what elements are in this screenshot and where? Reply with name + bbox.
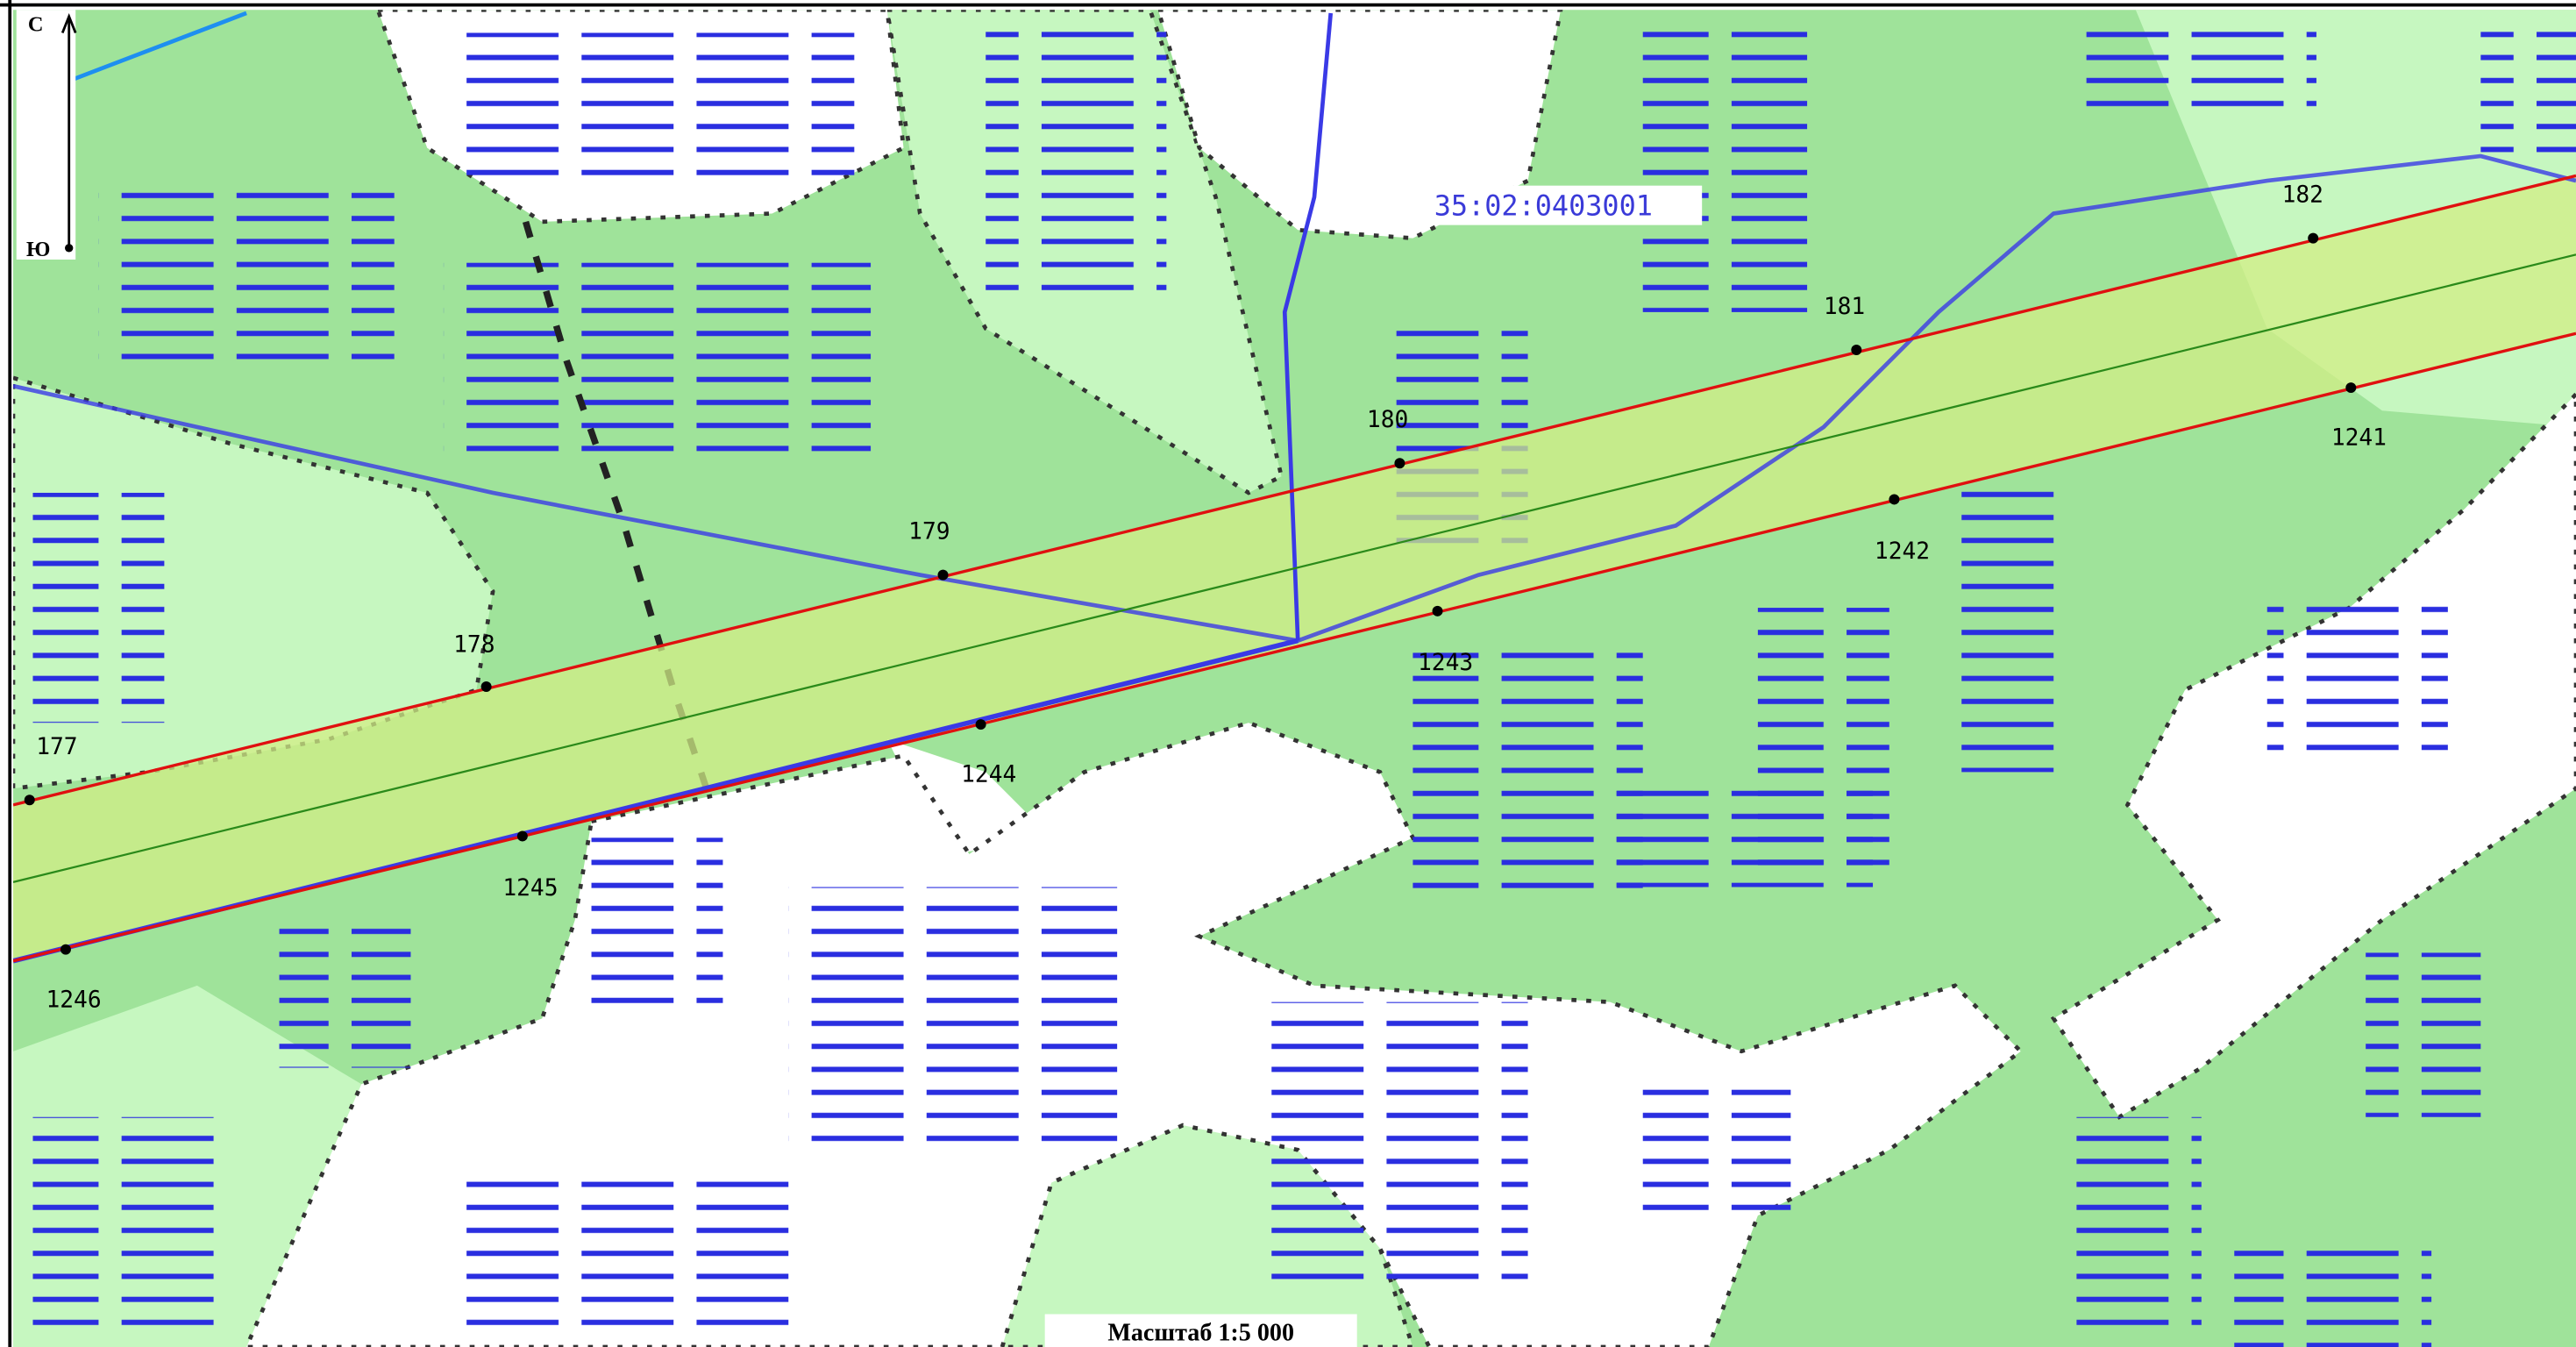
compass-box: [16, 10, 76, 260]
boundary-point: [480, 681, 492, 692]
scale-label: Масштаб 1:5 000: [1107, 1320, 1294, 1347]
point-label: 1241: [2331, 425, 2387, 452]
point-label: 1242: [1875, 538, 1930, 565]
boundary-point: [937, 569, 949, 581]
point-label: 1245: [502, 875, 558, 902]
boundary-point: [1851, 344, 1862, 355]
boundary-point: [516, 830, 528, 842]
boundary-point: [2345, 382, 2357, 394]
parcel-label: 35:02:0403001: [1434, 189, 1653, 222]
boundary-point: [1889, 494, 1900, 505]
boundary-point: [60, 944, 71, 955]
parcel-label-box: [1426, 185, 1703, 225]
boundary-point: [975, 719, 986, 731]
point-label: 1246: [46, 987, 101, 1013]
boundary-point: [2308, 232, 2319, 244]
boundary-point: [1394, 458, 1405, 469]
point-label: 181: [1824, 294, 1865, 320]
compass-north: С: [28, 13, 44, 37]
point-label: 180: [1367, 407, 1408, 433]
point-label: 177: [36, 734, 77, 760]
point-label: 1243: [1418, 650, 1473, 676]
boundary-point: [1432, 605, 1443, 616]
compass-south: Ю: [26, 238, 50, 261]
point-label: 1244: [961, 762, 1016, 788]
boundary-point: [24, 795, 35, 806]
point-label: 182: [2282, 182, 2323, 208]
point-label: 179: [908, 518, 950, 545]
point-label: 178: [453, 632, 495, 659]
scale-box: [1044, 1314, 1357, 1347]
